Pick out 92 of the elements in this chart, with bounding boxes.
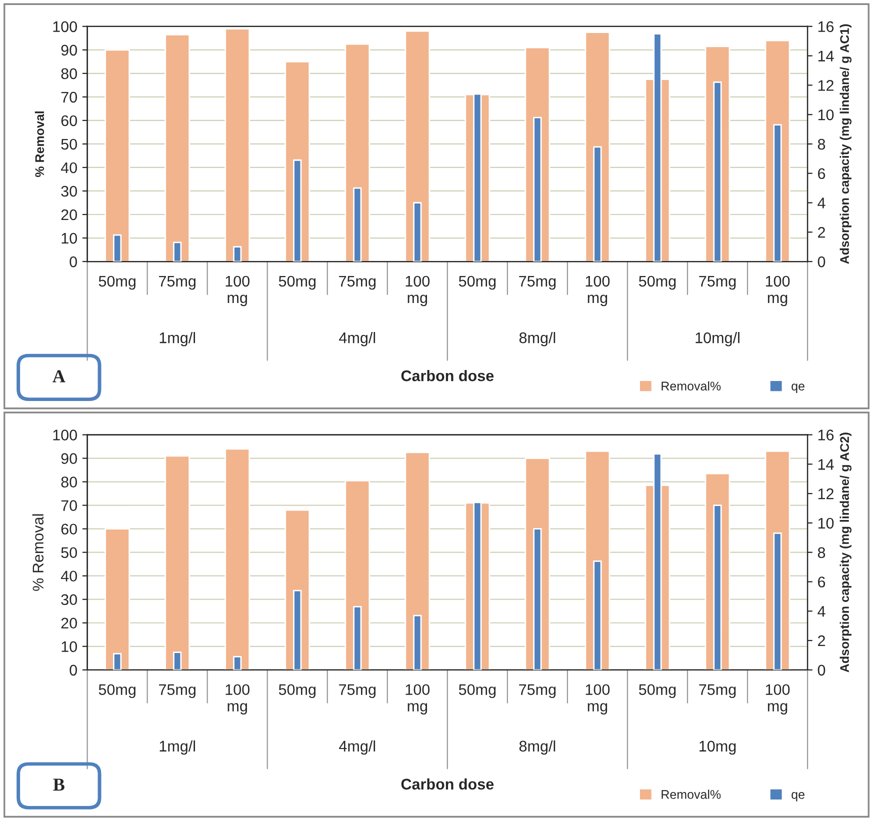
x-tick-label: 100 mg xyxy=(586,684,610,714)
y-tick-label: 20 xyxy=(61,618,77,629)
legend-label: qe xyxy=(792,384,804,393)
legend-label: qe xyxy=(792,792,804,802)
y2-tick-label: 12 xyxy=(818,488,834,500)
bar xyxy=(104,528,130,670)
text: 1mg/l xyxy=(160,332,195,346)
text: 8mg/l xyxy=(519,332,556,346)
y2-tick-label: 2 xyxy=(818,635,825,646)
x-tick-label: 100 mg xyxy=(586,276,610,306)
y2-tick-label: 2 xyxy=(818,227,825,238)
x-tick-label: 100 mg xyxy=(406,276,430,306)
text: 8mg/l xyxy=(519,740,556,755)
x-tick-label: 75mg xyxy=(159,276,196,290)
y-tick-label: 20 xyxy=(61,209,77,220)
text: 10mg xyxy=(700,740,736,755)
y2-axis-title: Adsorption capacity (mg lindane/ g AC2) xyxy=(840,432,852,672)
y-tick-label: 40 xyxy=(60,570,77,582)
text: A xyxy=(52,370,66,382)
legend-label: Removal% xyxy=(662,790,721,799)
x-tick-label: 50mg xyxy=(638,276,676,290)
x-tick-label: 100 mg xyxy=(766,684,790,714)
y-tick-label: 90 xyxy=(61,453,77,464)
y2-tick-label: 6 xyxy=(818,576,826,588)
legend-label: Removal% xyxy=(662,381,721,391)
x-tick-label: 75mg xyxy=(339,684,376,698)
y-tick-label: 70 xyxy=(61,500,77,511)
bar xyxy=(404,30,430,262)
y-tick-label: 30 xyxy=(61,594,77,606)
x-tick-label: 50mg xyxy=(458,684,496,698)
text: 4mg/l xyxy=(339,332,376,346)
y-tick-label: 40 xyxy=(60,162,77,174)
y-tick-label: 100 xyxy=(53,21,77,32)
y2-tick-label: 8 xyxy=(818,547,826,558)
y2-tick-label: 16 xyxy=(818,430,834,440)
y-tick-label: 30 xyxy=(61,186,77,197)
y2-tick-label: 14 xyxy=(818,459,834,470)
x-tick-label: 50mg xyxy=(638,684,676,698)
y2-tick-label: 12 xyxy=(818,80,834,91)
x-axis-title: Carbon dose xyxy=(401,370,494,382)
y-tick-label: 60 xyxy=(61,524,77,535)
y-tick-label: 70 xyxy=(61,92,77,103)
bar xyxy=(164,34,190,262)
bar xyxy=(104,49,130,262)
y2-tick-label: 0 xyxy=(818,664,826,676)
y-tick-label: 80 xyxy=(61,476,77,488)
x-tick-label: 50mg xyxy=(278,684,316,698)
x-axis-title: Carbon dose xyxy=(401,778,494,790)
y-axis-title: % Removal xyxy=(32,514,44,591)
y-tick-label: 50 xyxy=(61,547,77,558)
y2-tick-label: 6 xyxy=(818,168,826,180)
y2-tick-label: 4 xyxy=(818,198,826,208)
text: B xyxy=(53,778,64,791)
y-tick-label: 10 xyxy=(62,641,77,652)
y2-tick-label: 14 xyxy=(818,50,834,62)
x-tick-label: 50mg xyxy=(278,276,316,290)
y2-axis-title: Adsorption capacity (mg lindane/ g AC1) xyxy=(840,24,852,264)
x-tick-label: 50mg xyxy=(98,276,136,290)
bar xyxy=(224,448,250,670)
y-tick-label: 0 xyxy=(70,664,77,676)
x-tick-label: 50mg xyxy=(458,276,496,290)
x-tick-label: 75mg xyxy=(339,276,376,290)
y2-tick-label: 4 xyxy=(818,606,826,617)
x-tick-label: 75mg xyxy=(519,684,556,698)
y2-tick-label: 10 xyxy=(818,109,834,120)
bar xyxy=(164,455,190,670)
x-tick-label: 100 mg xyxy=(226,684,250,714)
x-tick-label: 100 mg xyxy=(406,684,430,714)
y-tick-label: 60 xyxy=(61,115,77,126)
y2-tick-label: 0 xyxy=(818,256,826,268)
bar xyxy=(404,452,430,670)
x-tick-label: 100 mg xyxy=(226,276,250,306)
y-axis-title: % Removal xyxy=(34,112,44,177)
x-tick-label: 50mg xyxy=(98,684,136,698)
y2-tick-label: 8 xyxy=(818,138,826,150)
text: 10mg/l xyxy=(696,332,740,346)
y-tick-label: 0 xyxy=(70,256,77,268)
x-tick-label: 75mg xyxy=(699,276,736,290)
bar xyxy=(224,28,250,262)
x-tick-label: 75mg xyxy=(699,684,736,698)
text: 1mg/l xyxy=(160,740,195,755)
x-tick-label: 75mg xyxy=(519,276,556,290)
y2-tick-label: 16 xyxy=(818,21,834,32)
y2-tick-label: 10 xyxy=(818,518,834,529)
x-tick-label: 75mg xyxy=(159,684,196,698)
y-tick-label: 80 xyxy=(61,68,77,80)
y-tick-label: 90 xyxy=(61,44,77,56)
y-tick-label: 10 xyxy=(62,232,77,244)
x-tick-label: 100 mg xyxy=(766,276,790,306)
text: 4mg/l xyxy=(339,740,376,755)
y-tick-label: 100 xyxy=(53,430,77,440)
y-tick-label: 50 xyxy=(61,138,77,150)
